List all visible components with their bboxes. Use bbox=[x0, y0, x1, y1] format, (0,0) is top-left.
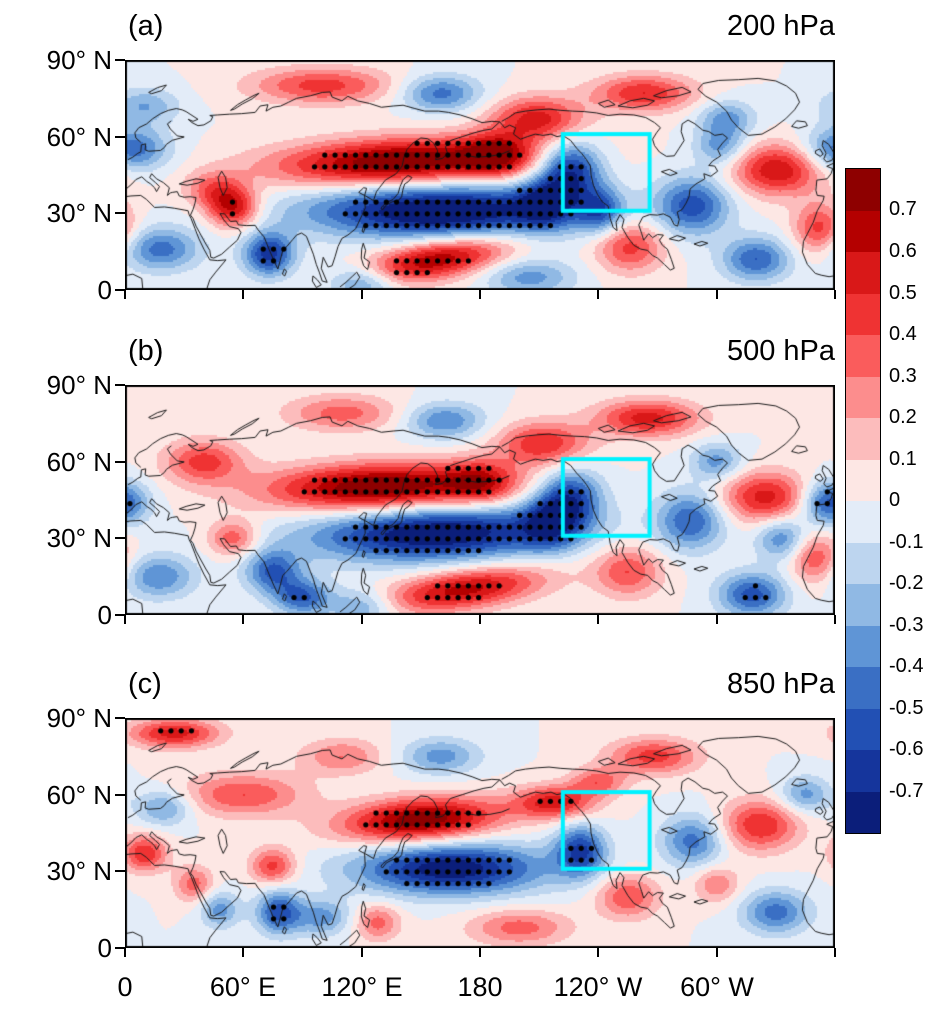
colorbar-cell bbox=[846, 791, 880, 833]
x-axis-tick-label: 60° E bbox=[209, 972, 277, 1002]
colorbar-cell bbox=[846, 708, 880, 750]
x-axis-tick bbox=[360, 290, 363, 299]
colorbar-cell bbox=[846, 169, 880, 211]
x-axis-tick bbox=[479, 948, 481, 957]
colorbar-cell bbox=[846, 584, 880, 626]
colorbar-cell bbox=[846, 210, 880, 252]
panel-a-map-canvas bbox=[125, 60, 835, 290]
y-axis-tick-label: 30° N bbox=[46, 523, 112, 553]
y-axis-tick-label: 0 bbox=[97, 275, 112, 305]
panel-c-map bbox=[115, 717, 836, 957]
x-axis-tick bbox=[360, 615, 363, 624]
y-axis-tick-label: 30° N bbox=[46, 198, 112, 228]
colorbar-cell bbox=[846, 750, 880, 792]
colorbar-cell bbox=[846, 542, 880, 584]
x-axis-tick bbox=[124, 948, 126, 957]
y-axis-tick-label: 60° N bbox=[46, 447, 112, 477]
panel-b-map bbox=[115, 384, 836, 624]
colorbar-tick-label: 0.6 bbox=[889, 240, 917, 262]
colorbar-cell bbox=[846, 252, 880, 294]
y-axis-tick-label: 0 bbox=[97, 600, 112, 630]
x-axis-tick bbox=[242, 948, 245, 957]
y-axis-tick bbox=[115, 59, 125, 61]
colorbar-cell bbox=[846, 625, 880, 667]
colorbar-tick-label: 0.4 bbox=[889, 323, 917, 345]
y-axis-tick bbox=[115, 289, 125, 291]
panel-b-pressure-level-label: 500 hPa bbox=[726, 335, 835, 367]
panel-b-map-canvas bbox=[125, 385, 835, 615]
y-axis-tick-label: 60° N bbox=[46, 122, 112, 152]
y-axis-tick-label: 90° N bbox=[46, 703, 112, 733]
x-axis-tick-label: 180 bbox=[457, 972, 503, 1002]
colorbar-cell bbox=[846, 335, 880, 377]
panel-a-label: (a) bbox=[128, 10, 164, 42]
x-axis-tick bbox=[242, 615, 245, 624]
colorbar-cell bbox=[846, 501, 880, 543]
colorbar-tick-label: 0.1 bbox=[889, 448, 917, 470]
colorbar-tick-label: -0.1 bbox=[889, 531, 924, 553]
x-axis-tick bbox=[242, 290, 245, 299]
x-axis-tick bbox=[715, 948, 718, 957]
panel-b-label: (b) bbox=[128, 335, 164, 367]
colorbar-tick-label: 0.5 bbox=[889, 282, 917, 304]
colorbar-tick-label: 0.3 bbox=[889, 365, 917, 387]
colorbar-tick-label: 0.7 bbox=[889, 198, 917, 220]
colorbar-tick-label: 0.2 bbox=[889, 406, 917, 428]
colorbar-tick-label: -0.2 bbox=[889, 572, 924, 594]
colorbar-tick-label: -0.4 bbox=[889, 655, 924, 677]
x-axis-tick bbox=[715, 290, 718, 299]
y-axis-tick-label: 90° N bbox=[46, 370, 112, 400]
x-axis-tick bbox=[360, 948, 363, 957]
x-axis-tick bbox=[597, 290, 600, 299]
y-axis-tick bbox=[115, 793, 125, 796]
y-axis-tick bbox=[115, 384, 125, 386]
x-axis-tick-label: 120° W bbox=[553, 972, 643, 1002]
panel-c-label: (c) bbox=[128, 668, 162, 700]
x-axis-tick-label: 0 bbox=[117, 972, 133, 1002]
panel-c-pressure-level-label: 850 hPa bbox=[726, 668, 835, 700]
x-axis-tick-label: 120° E bbox=[321, 972, 403, 1002]
colorbar-cell bbox=[846, 418, 880, 460]
panel-c-map-canvas bbox=[125, 718, 835, 948]
y-axis-tick bbox=[115, 947, 125, 949]
panel-a-pressure-level-label: 200 hPa bbox=[726, 10, 835, 42]
colorbar-tick-label: -0.3 bbox=[889, 614, 924, 636]
y-axis-tick bbox=[115, 212, 125, 215]
x-axis-tick bbox=[834, 948, 836, 957]
colorbar bbox=[845, 168, 881, 834]
colorbar-tick-label: 0 bbox=[889, 489, 901, 511]
y-axis-tick bbox=[115, 537, 125, 540]
x-axis-tick bbox=[124, 615, 126, 624]
colorbar-tick-label: -0.5 bbox=[889, 697, 924, 719]
x-axis-tick bbox=[479, 290, 481, 299]
x-axis-tick-label: 60° W bbox=[680, 972, 754, 1002]
y-axis-tick-label: 0 bbox=[97, 933, 112, 963]
colorbar-cell bbox=[846, 667, 880, 709]
x-axis-tick bbox=[479, 615, 481, 624]
x-axis-tick bbox=[124, 290, 126, 299]
y-axis-tick bbox=[115, 460, 125, 463]
y-axis-tick bbox=[115, 135, 125, 138]
y-axis-tick bbox=[115, 717, 125, 719]
colorbar-tick-label: -0.7 bbox=[889, 780, 924, 802]
x-axis-tick bbox=[597, 615, 600, 624]
y-axis-tick bbox=[115, 870, 125, 873]
x-axis-tick bbox=[715, 615, 718, 624]
colorbar-cell bbox=[846, 459, 880, 501]
x-axis-tick bbox=[834, 290, 836, 299]
y-axis-tick-label: 30° N bbox=[46, 856, 112, 886]
colorbar-tick-label: -0.6 bbox=[889, 738, 924, 760]
colorbar-cell bbox=[846, 376, 880, 418]
y-axis-tick-label: 90° N bbox=[46, 45, 112, 75]
colorbar-cell bbox=[846, 293, 880, 335]
y-axis-tick-label: 60° N bbox=[46, 780, 112, 810]
y-axis-tick bbox=[115, 614, 125, 616]
x-axis-tick bbox=[597, 948, 600, 957]
x-axis-tick bbox=[834, 615, 836, 624]
panel-a-map bbox=[115, 59, 836, 299]
